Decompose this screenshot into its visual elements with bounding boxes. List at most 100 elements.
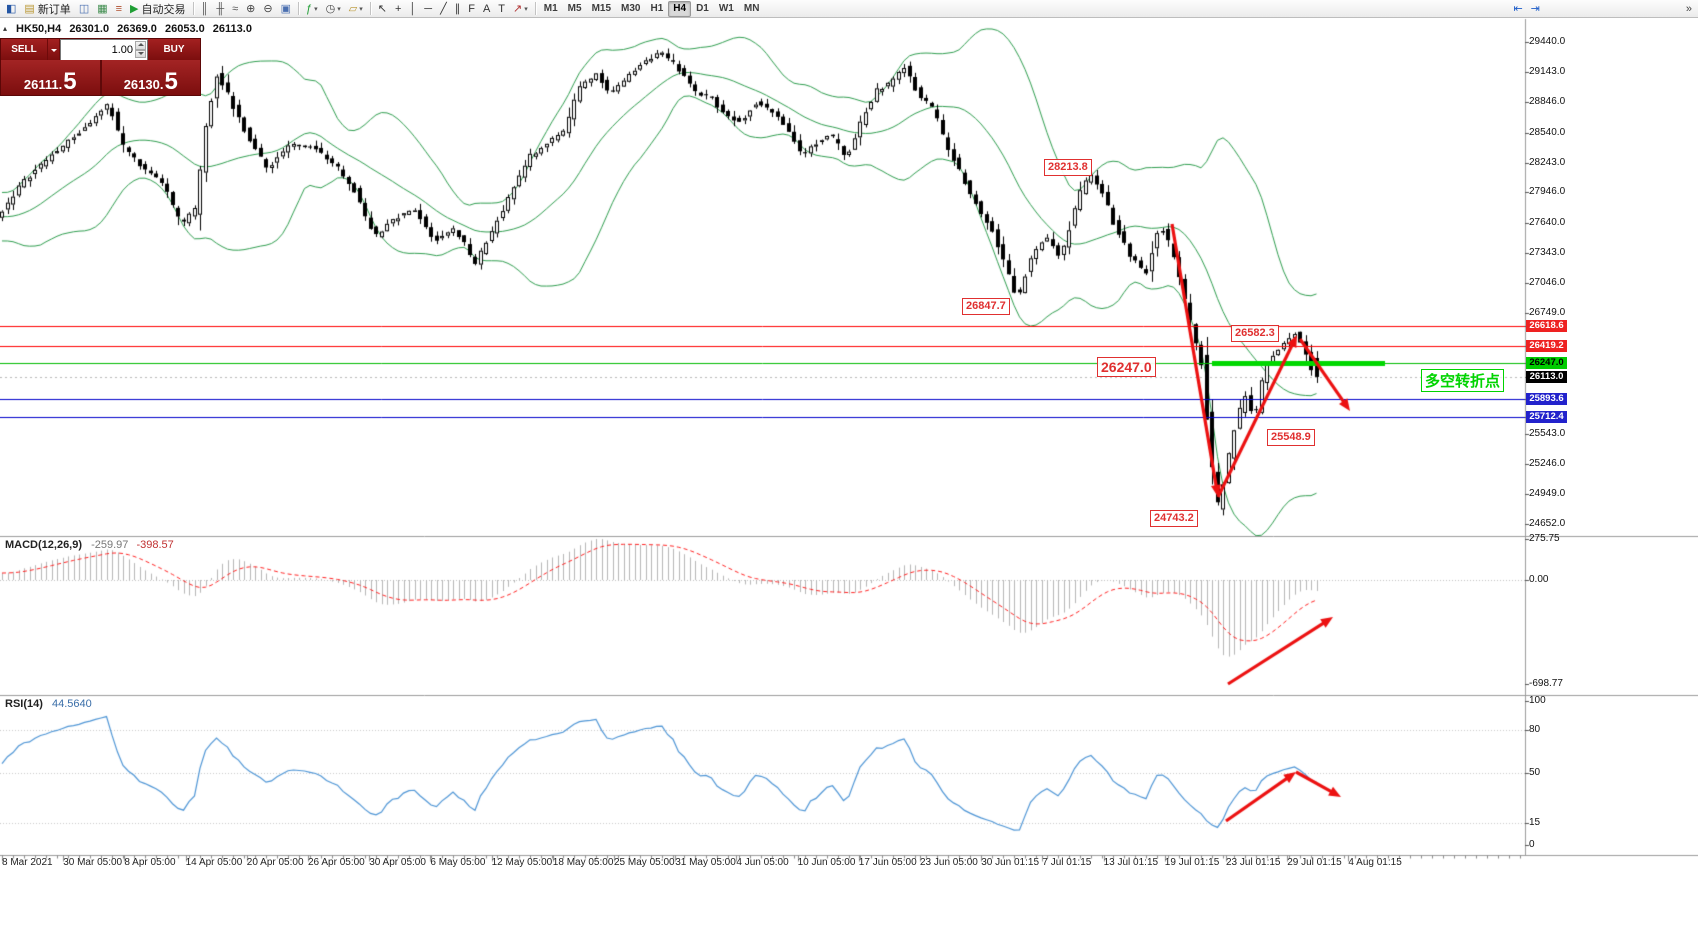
one-click-price-row: 26111. 5 26130. 5	[1, 60, 200, 95]
arrows-icon: ↗	[513, 2, 523, 15]
zoom-in-button[interactable]: ⊕	[242, 1, 259, 17]
price-annotation[interactable]: 26582.3	[1231, 325, 1279, 342]
trendline-icon: ╱	[440, 2, 447, 15]
line-chart-button[interactable]: ≈	[228, 1, 242, 17]
timeframe-w1-button[interactable]: W1	[718, 3, 734, 14]
buy-price-main: 26130.	[123, 76, 164, 92]
timeframe-h4-button[interactable]: H4	[668, 0, 692, 17]
volume-dropdown-button[interactable]	[47, 39, 60, 60]
channel-button[interactable]: ∥	[451, 1, 465, 17]
new-order-button[interactable]: ▤ 新订单	[20, 1, 74, 17]
autotrading-button[interactable]: ▶ 自动交易	[126, 1, 189, 17]
dropdown-caret-icon: ▾	[359, 5, 363, 13]
toolbar-separator	[298, 2, 299, 15]
price-annotation[interactable]: 25548.9	[1267, 429, 1315, 446]
time-axis-label: 6 May 05:00	[430, 857, 486, 868]
timeframe-d1-button[interactable]: D1	[696, 3, 709, 14]
sell-price-button[interactable]: 26111. 5	[1, 60, 100, 95]
price-annotation[interactable]: 26247.0	[1097, 357, 1156, 377]
zoom-in-icon: ⊕	[246, 2, 256, 15]
sell-price-pips: 5	[63, 67, 77, 95]
chart-ohlc-info: HK50,H4 26301.0 26369.0 26053.0 26113.0	[16, 23, 257, 35]
label-button[interactable]: T	[494, 1, 509, 17]
app-button[interactable]: ◧	[2, 1, 20, 17]
toolbar-overflow-icon[interactable]: »	[1685, 2, 1692, 15]
autotrading-icon: ▶	[130, 2, 139, 15]
price-axis-label: 25246.0	[1529, 458, 1566, 470]
bar-chart-button[interactable]: ║	[197, 1, 213, 17]
label-icon: T	[498, 2, 506, 15]
price-axis-tag: 25893.6	[1526, 393, 1567, 405]
candlestick-chart-button[interactable]: ╫	[212, 1, 228, 17]
vertical-line-button[interactable]: │	[405, 1, 420, 17]
dock-left-button[interactable]: ⇤	[1509, 1, 1526, 17]
zoom-out-button[interactable]: ⊖	[259, 1, 276, 17]
time-axis-label: 23 Jul 01:15	[1226, 857, 1281, 868]
autotrading-button-label: 自动交易	[141, 3, 186, 16]
buy-button[interactable]: BUY	[148, 39, 200, 60]
volume-input[interactable]	[61, 40, 147, 60]
price-axis-label: 27946.0	[1529, 186, 1566, 198]
rsi-axis-label: 15	[1529, 817, 1541, 829]
timeframe-m30-button[interactable]: M30	[621, 3, 641, 14]
time-axis-label: 29 Jul 01:15	[1287, 857, 1342, 868]
new-order-icon: ▤	[24, 2, 35, 15]
crosshair-button[interactable]: +	[391, 1, 405, 17]
volume-spinner	[135, 41, 146, 58]
timeframe-h1-button[interactable]: H1	[650, 3, 664, 14]
price-axis-tag: 26419.2	[1526, 340, 1567, 353]
tile-windows-button[interactable]: ▣	[277, 1, 295, 17]
buy-price-button[interactable]: 26130. 5	[101, 60, 200, 95]
candlestick-chart-icon: ╫	[216, 2, 225, 15]
timeframe-m15-button[interactable]: M15	[591, 3, 612, 14]
timeframe-mn-button[interactable]: MN	[743, 3, 760, 14]
trendline-button[interactable]: ╱	[436, 1, 451, 17]
one-click-toggle-icon[interactable]: ▴	[3, 24, 8, 33]
fibonacci-icon: F	[468, 2, 475, 15]
cursor-button[interactable]: ↖	[374, 1, 391, 17]
dock-right-button[interactable]: ⇥	[1527, 1, 1544, 17]
macd-indicator-label: MACD(12,26,9) -259.97 -398.57	[5, 539, 174, 551]
price-axis-tag: 25712.4	[1526, 411, 1567, 424]
macd-axis-label: 0.00	[1529, 574, 1549, 585]
fibonacci-button[interactable]: F	[464, 1, 479, 17]
profiles-button[interactable]: ▦	[93, 1, 111, 17]
dropdown-caret-icon: ▾	[314, 5, 318, 13]
periods-button[interactable]: ◷ ▾	[322, 1, 345, 17]
app-icon: ◧	[6, 2, 17, 15]
timeframe-m1-button[interactable]: M1	[543, 3, 558, 14]
toolbar-right-buttons: ⇤ ⇥ »	[1509, 1, 1696, 17]
chart-window-button[interactable]: ◫	[75, 1, 93, 17]
arrows-button[interactable]: ↗ ▾	[509, 1, 532, 17]
indicators-button[interactable]: ƒ ▾	[302, 1, 322, 17]
sell-button[interactable]: SELL	[1, 39, 47, 60]
dock-right-icon: ⇥	[1530, 2, 1540, 15]
rsi-axis-label: 0	[1529, 839, 1535, 850]
time-axis-label: 13 Jul 01:15	[1103, 857, 1159, 868]
turning-point-label[interactable]: 多空转折点	[1421, 369, 1505, 392]
line-chart-icon: ≈	[232, 2, 239, 15]
horizontal-line-button[interactable]: ─	[420, 1, 436, 17]
templates-button[interactable]: ▱ ▾	[345, 1, 367, 17]
price-axis-label: 27046.0	[1529, 277, 1566, 288]
rsi-name: RSI(14)	[5, 698, 43, 710]
price-axis-tag: 26113.0	[1526, 370, 1567, 383]
time-axis-label: 10 Jun 05:00	[797, 857, 856, 868]
rsi-indicator-label: RSI(14) 44.5640	[5, 698, 92, 710]
price-annotation[interactable]: 24743.2	[1150, 510, 1198, 527]
price-axis-label: 29143.0	[1529, 65, 1566, 77]
channel-icon: ∥	[454, 2, 461, 15]
periods-icon: ◷	[325, 2, 336, 15]
timeframe-m5-button[interactable]: M5	[567, 3, 582, 14]
indicators-icon: ƒ	[306, 2, 313, 15]
time-axis-label: 4 Aug 01:15	[1348, 857, 1402, 868]
market-watch-button[interactable]: ≡	[112, 1, 126, 17]
time-axis-label: 19 Jul 01:15	[1164, 857, 1220, 868]
volume-increase-button[interactable]	[135, 41, 146, 50]
text-button[interactable]: A	[479, 1, 494, 17]
price-axis-tag: 26618.6	[1526, 320, 1567, 333]
volume-decrease-button[interactable]	[135, 49, 146, 58]
price-annotation[interactable]: 28213.8	[1044, 159, 1092, 176]
price-annotation[interactable]: 26847.7	[962, 298, 1010, 315]
